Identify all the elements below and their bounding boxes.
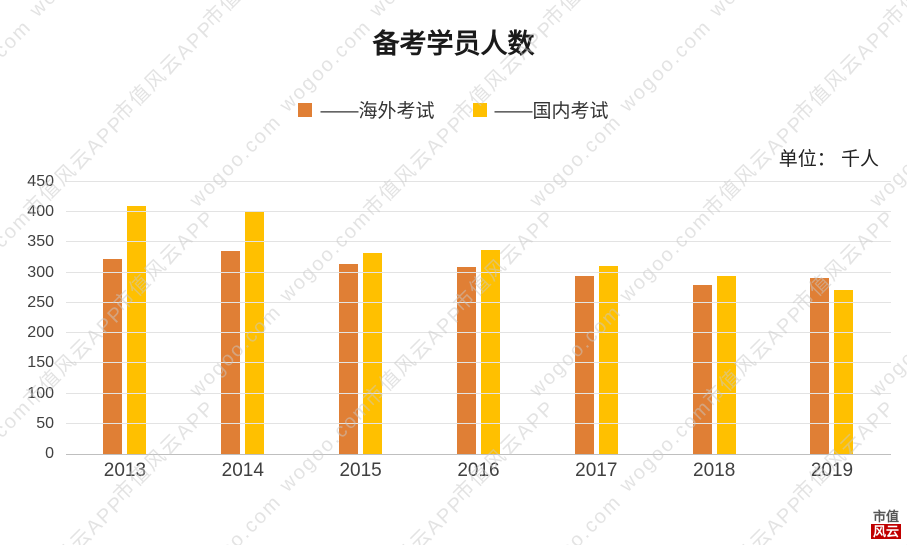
brand-logo-bottom: 风云	[870, 524, 901, 539]
bar-overseas-2019	[810, 277, 830, 454]
bar-overseas-2015	[339, 263, 359, 454]
watermark-text: 市值风云APP	[16, 487, 131, 545]
bar-overseas-2017	[574, 275, 594, 454]
x-axis: 2013 2014 2015 2016 2017 2018 2019	[66, 460, 891, 482]
watermark-text: wogoo.com	[706, 0, 807, 22]
legend: ——海外考试 ——国内考试	[0, 96, 907, 123]
bar-group-2018	[692, 182, 736, 454]
bar-group-2016	[456, 182, 500, 454]
bar-overseas-2013	[103, 258, 123, 454]
x-tick-label-2019: 2019	[810, 460, 854, 481]
brand-logo-top: 市值	[872, 509, 899, 524]
gridline	[66, 211, 891, 213]
bar-overseas-2016	[456, 266, 476, 454]
brand-logo: 市值 风云	[870, 509, 901, 539]
y-tick-label: 400	[27, 203, 54, 221]
y-tick-label: 150	[27, 354, 54, 372]
legend-swatch-domestic-icon	[472, 102, 487, 117]
legend-swatch-overseas-icon	[298, 102, 313, 117]
watermark-text: wogoo.com	[26, 0, 127, 22]
unit-label: 单位： 千人	[778, 149, 879, 170]
bar-overseas-2014	[221, 250, 241, 454]
bar-domestic-2015	[363, 252, 383, 454]
bar-group-2015	[339, 182, 383, 454]
bar-group-2014	[221, 182, 265, 454]
bar-domestic-2017	[598, 266, 618, 454]
plot-area	[66, 181, 891, 455]
y-tick-label: 250	[27, 293, 54, 311]
gridline	[66, 422, 891, 424]
gridline	[66, 392, 891, 394]
watermark-text: wogoo.com	[525, 490, 627, 545]
y-tick-label: 350	[27, 233, 54, 251]
y-tick-label: 0	[45, 445, 54, 462]
watermark-text: wogoo.com	[366, 0, 467, 22]
legend-label-overseas: ——海外考试	[320, 101, 435, 122]
gridline	[66, 332, 891, 334]
x-tick-label-2018: 2018	[693, 460, 736, 481]
gridline	[66, 362, 891, 364]
bar-domestic-2013	[127, 206, 147, 454]
gridline	[66, 301, 891, 303]
bar-domestic-2018	[716, 276, 736, 454]
bar-group-2017	[574, 182, 618, 454]
y-tick-label: 200	[27, 324, 54, 342]
bar-group-2019	[810, 182, 854, 454]
bar-domestic-2019	[834, 289, 854, 454]
bar-group-2013	[103, 182, 147, 454]
chart-area: 0 50 100 150 200 250 300 350 400 450 2013 2014 2015…	[10, 173, 895, 494]
legend-item-domestic: ——国内考试	[472, 96, 609, 123]
x-tick-label-2014: 2014	[221, 460, 264, 481]
chart-title: 备考学员人数	[372, 29, 535, 59]
y-tick-label: 100	[27, 384, 54, 402]
x-tick-label-2017: 2017	[575, 460, 618, 481]
gridline	[66, 181, 891, 182]
bar-domestic-2016	[480, 249, 500, 454]
y-axis: 0 50 100 150 200 250 300 350 400 450	[10, 173, 62, 462]
legend-item-overseas: ——海外考试	[298, 96, 435, 123]
bar-groups	[66, 182, 891, 454]
gridline	[66, 241, 891, 243]
y-tick-label: 450	[27, 173, 54, 190]
x-tick-label-2015: 2015	[339, 460, 382, 481]
watermark-text: wogoo.com	[185, 490, 287, 545]
bar-overseas-2018	[692, 284, 712, 454]
watermark-text: 市值风云APP	[356, 487, 471, 545]
legend-label-domestic: ——国内考试	[494, 101, 609, 122]
y-tick-label: 50	[36, 414, 54, 432]
y-tick-label: 300	[27, 263, 54, 281]
gridline	[66, 271, 891, 273]
x-tick-label-2016: 2016	[457, 460, 500, 481]
watermark-text: 市值风云APP	[696, 487, 811, 545]
x-tick-label-2013: 2013	[103, 460, 147, 481]
